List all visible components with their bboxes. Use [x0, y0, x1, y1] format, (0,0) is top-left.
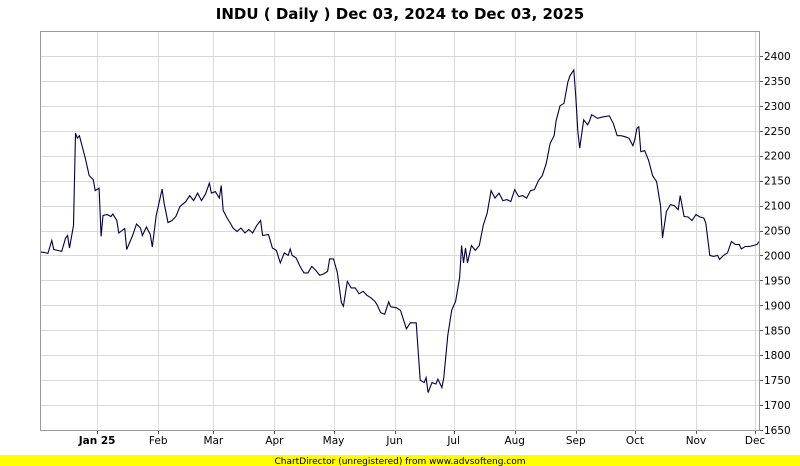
y-tick-label: 2200: [764, 151, 791, 163]
x-tick-label: Jul: [446, 435, 460, 447]
y-tick-label: 1650: [764, 425, 791, 437]
y-tick-label: 2100: [764, 201, 791, 213]
y-tick-label: 1900: [764, 300, 791, 312]
y-tick-label: 1750: [764, 375, 791, 387]
x-tick-label: Nov: [686, 435, 707, 447]
y-tick-label: 1800: [764, 350, 791, 362]
x-axis: Jan 25 Feb Mar Apr May Jun Jul Aug Sep Oct Nov Dec: [78, 430, 766, 447]
y-tick-label: 2050: [764, 226, 791, 238]
y-tick-label: 1950: [764, 275, 791, 287]
x-tick-label: Jun: [385, 435, 402, 447]
y-tick-label: 2000: [764, 250, 791, 262]
y-axis: 1650 1700 1750 1800 1850 1900 1950 2000 2050 2100…: [759, 51, 791, 437]
y-tick-label: 2150: [764, 176, 791, 188]
x-tick-label: Mar: [203, 435, 223, 447]
x-tick-label: May: [323, 435, 345, 447]
series-line: [39, 68, 760, 393]
grid-lines: [40, 31, 759, 431]
footer-credit: ChartDirector (unregistered) from www.ad…: [274, 457, 525, 466]
x-tick-label: Oct: [626, 435, 644, 447]
y-tick-label: 2400: [764, 51, 791, 63]
x-tick-label: Dec: [745, 435, 766, 447]
y-tick-label: 2350: [764, 76, 791, 88]
y-tick-label: 1850: [764, 325, 791, 337]
chart-title: INDU ( Daily ) Dec 03, 2024 to Dec 03, 2…: [216, 5, 584, 23]
y-tick-label: 1700: [764, 400, 791, 412]
x-tick-label: Feb: [149, 435, 168, 447]
x-tick-label: Apr: [265, 435, 284, 447]
y-tick-label: 2300: [764, 101, 791, 113]
y-tick-label: 2250: [764, 126, 791, 138]
x-tick-label: Aug: [504, 435, 525, 447]
plot-frame: [40, 31, 760, 431]
x-tick-label: Sep: [566, 435, 586, 447]
x-tick-label: Jan 25: [78, 435, 116, 447]
footer-bar: [0, 455, 800, 466]
